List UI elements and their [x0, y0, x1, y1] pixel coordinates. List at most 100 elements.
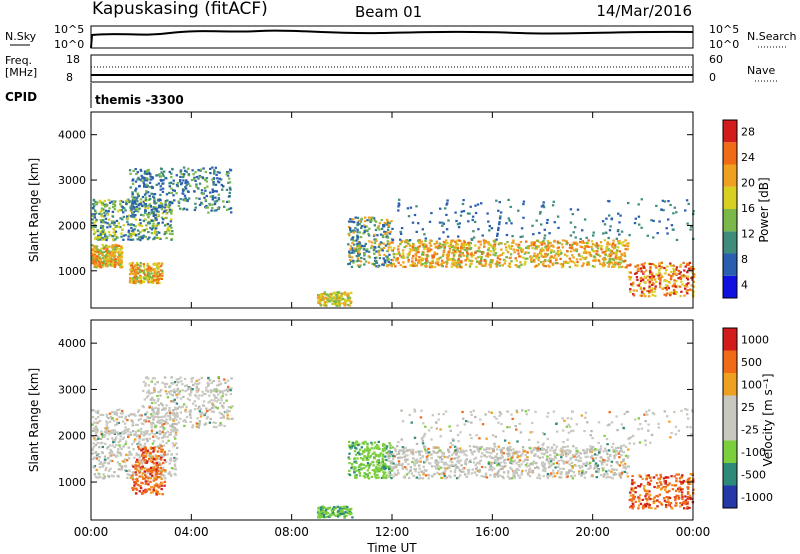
echo-cell — [229, 188, 232, 191]
echo-cell — [460, 243, 463, 246]
echo-cell — [101, 465, 104, 468]
echo-cell — [197, 388, 200, 391]
echo-cell — [518, 246, 521, 249]
echo-cell — [207, 384, 210, 387]
echo-cell — [687, 202, 690, 205]
echo-cell — [205, 194, 208, 198]
echo-cell — [95, 468, 98, 471]
echo-cell — [458, 254, 461, 257]
echo-cell — [164, 201, 167, 204]
echo-cell — [575, 250, 578, 253]
echo-cell — [383, 449, 387, 452]
echo-cell — [228, 186, 232, 189]
echo-cell — [673, 279, 676, 282]
echo-cell — [213, 399, 216, 402]
echo-cell — [606, 243, 609, 246]
echo-cell — [179, 198, 182, 201]
echo-cell — [490, 245, 493, 248]
echo-cell — [583, 247, 586, 250]
echo-cell — [686, 289, 690, 292]
echo-cell — [619, 261, 622, 264]
echo-cell — [358, 464, 361, 467]
echo-cell — [141, 229, 144, 232]
echo-cell — [108, 263, 111, 266]
echo-cell — [163, 217, 167, 220]
echo-cell — [610, 249, 614, 253]
echo-cell — [122, 238, 125, 241]
echo-cell — [100, 430, 103, 433]
echo-cell — [150, 208, 153, 211]
echo-cell — [672, 267, 675, 270]
echo-cell — [319, 298, 322, 301]
echo-cell — [579, 241, 582, 244]
echo-cell — [358, 245, 361, 248]
echo-cell — [442, 222, 445, 225]
echo-cell — [154, 406, 157, 410]
echo-cell — [123, 469, 127, 472]
echo-cell — [375, 265, 378, 268]
echo-cell — [571, 260, 574, 263]
echo-cell — [204, 411, 208, 415]
echo-cell — [164, 470, 167, 473]
echo-cell — [201, 176, 204, 179]
echo-cell — [215, 426, 218, 429]
echo-cell — [660, 261, 663, 264]
echo-cell — [357, 254, 361, 257]
echo-cell — [517, 243, 521, 246]
echo-cell — [455, 219, 458, 223]
echo-cell — [185, 170, 188, 173]
echo-cell — [187, 197, 191, 200]
echo-cell — [459, 255, 463, 258]
echo-cell — [491, 259, 494, 262]
echo-cell — [128, 273, 132, 276]
echo-cell — [370, 443, 374, 446]
echo-cell — [351, 462, 354, 465]
echo-cell — [442, 253, 445, 256]
echo-cell — [497, 462, 500, 465]
echo-cell — [145, 274, 148, 277]
echo-cell — [441, 224, 444, 227]
echo-cell — [150, 380, 153, 383]
echo-cell — [545, 247, 549, 250]
echo-cell — [612, 252, 615, 255]
echo-cell — [147, 168, 150, 171]
echo-cell — [498, 201, 501, 204]
echo-cell — [634, 217, 637, 220]
echo-cell — [134, 423, 138, 426]
echo-cell — [667, 218, 670, 221]
echo-cell — [440, 460, 443, 463]
echo-cell — [146, 262, 149, 265]
echo-cell — [497, 226, 500, 230]
echo-cell — [519, 247, 523, 250]
echo-cell — [138, 237, 141, 240]
echo-cell — [336, 302, 339, 305]
echo-cell — [360, 217, 363, 220]
echo-cell — [592, 234, 595, 237]
echo-cell — [128, 232, 131, 235]
echo-cell — [144, 431, 147, 434]
echo-cell — [167, 390, 170, 394]
echo-cell — [119, 217, 122, 220]
echo-cell — [229, 169, 233, 172]
echo-cell — [415, 205, 418, 208]
echo-cell — [145, 183, 148, 186]
echo-cell — [529, 244, 533, 247]
echo-cell — [139, 443, 142, 446]
echo-cell — [134, 481, 137, 484]
echo-cell — [195, 183, 198, 186]
echo-cell — [136, 238, 139, 241]
echo-cell — [385, 235, 388, 239]
echo-cell — [169, 457, 172, 460]
echo-cell — [583, 245, 587, 248]
echo-cell — [355, 249, 358, 252]
echo-cell — [358, 231, 362, 234]
echo-cell — [140, 432, 143, 436]
echo-cell — [531, 224, 534, 227]
echo-cell — [616, 263, 619, 266]
echo-cell — [109, 415, 113, 419]
echo-cell — [335, 304, 338, 307]
echo-cell — [511, 456, 514, 459]
echo-cell — [216, 171, 219, 174]
echo-cell — [508, 454, 511, 457]
echo-cell — [120, 262, 123, 265]
